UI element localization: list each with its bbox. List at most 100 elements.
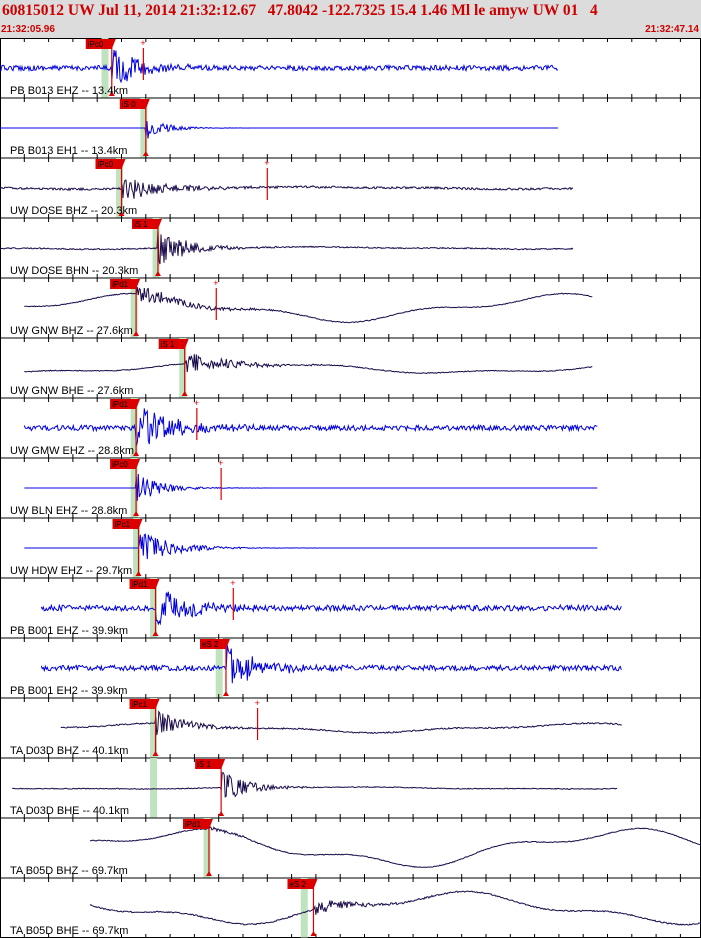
event-header: 60815012 UW Jul 11, 2014 21:32:12.67 47.… (0, 0, 701, 38)
channel-row[interactable]: iPd1 + UW GMW EHZ -- 28.8km (0, 398, 701, 459)
channel-row[interactable]: iPd1 + UW GNW BHZ -- 27.6km (0, 278, 701, 339)
waveform-trace (24, 473, 598, 501)
pick-foot-icon (205, 871, 212, 876)
pick-label: iS 1 (197, 760, 211, 769)
channel-label: TA B05D BHE -- 69.7km (10, 925, 128, 937)
pick-flag[interactable] (182, 819, 209, 829)
channel-row[interactable]: iPc0 + PB B013 EHZ -- 13.4km (0, 38, 701, 99)
amplitude-marker-label: + (140, 38, 145, 48)
pick-flag[interactable] (195, 759, 222, 769)
pick-foot-icon (133, 511, 140, 516)
channel-row[interactable]: iS 1 UW DOSE BHN -- 20.3km (0, 218, 701, 279)
amplitude-marker-label: + (218, 458, 223, 468)
pick-label: iPc1 (132, 700, 148, 709)
channel-row[interactable]: eS 2 TA B05D BHE -- 69.7km (0, 878, 701, 938)
channel-label: TA B05D BHZ -- 69.7km (10, 865, 128, 877)
channel-label: UW DOSE BHN -- 20.3km (10, 265, 138, 277)
channel-row[interactable]: iS 1 TA D03D BHE -- 40.1km (0, 758, 701, 819)
pick-flag[interactable] (158, 339, 185, 349)
pick-flag[interactable] (199, 639, 226, 649)
pick-foot-icon (135, 571, 142, 576)
pick-label: iS 1 (161, 340, 175, 349)
channel-row[interactable]: iPc1 + TA D03D BHZ -- 40.1km (0, 698, 701, 759)
pick-arrow (309, 879, 318, 889)
waveform-trace (0, 49, 559, 84)
pick-window-highlight (130, 278, 138, 338)
channel-label: UW BLN EHZ -- 28.8km (10, 505, 127, 517)
pick-label: iPd1 (132, 580, 149, 589)
pick-foot-icon (218, 811, 225, 816)
channel-row[interactable]: iS 0 PB B013 EH1 -- 13.4km (0, 98, 701, 159)
channel-label: PB B001 EHZ -- 39.9km (10, 625, 128, 637)
pick-window-highlight (150, 758, 158, 818)
pick-flag[interactable] (110, 459, 137, 469)
pick-foot-icon (108, 91, 115, 96)
pick-foot-icon (152, 751, 159, 756)
channel-label: UW GMW EHZ -- 28.8km (10, 445, 134, 457)
pick-foot-icon (118, 211, 125, 216)
pick-label: iPd1 (185, 820, 202, 829)
waveform-trace (0, 230, 574, 265)
pick-arrow (153, 219, 162, 229)
pick-arrow (151, 579, 160, 589)
waveform-trace (24, 287, 593, 324)
window-start-time: 21:32:05.96 (1, 24, 55, 35)
waveform-trace (0, 121, 558, 139)
pick-foot-icon (310, 931, 317, 936)
pick-flag[interactable] (129, 699, 156, 709)
waveform-trace (24, 354, 593, 375)
pick-flag[interactable] (95, 159, 122, 169)
pick-arrow (134, 519, 143, 529)
waveform-trace (60, 710, 622, 736)
pick-flag[interactable] (112, 519, 139, 529)
waveform-trace (12, 772, 618, 798)
seismogram-panel[interactable]: iPc0 + PB B013 EHZ -- 13.4km iS 0 PB B013 EH… (0, 38, 701, 938)
channel-row[interactable]: iPc0 + UW BLN EHZ -- 28.8km (0, 458, 701, 519)
pick-window-highlight (179, 338, 187, 398)
pick-arrow (217, 759, 226, 769)
waveform-trace (89, 826, 701, 868)
channel-label: UW HDW EHZ -- 29.7km (10, 565, 132, 577)
channel-row[interactable]: iPd1 + PB B001 EHZ -- 39.9km (0, 578, 701, 639)
pick-window-highlight (150, 698, 158, 758)
channel-row[interactable]: iPc0 + UW DOSE BHZ -- 20.3km (0, 158, 701, 219)
pick-window-highlight (300, 878, 308, 938)
pick-foot-icon (133, 331, 140, 336)
channel-label: UW GNW BHZ -- 27.6km (10, 325, 133, 337)
channel-row[interactable]: iS 1 UW GNW BHE -- 27.6km (0, 338, 701, 399)
pick-window-highlight (203, 818, 211, 878)
pick-arrow (132, 459, 141, 469)
pick-arrow (221, 639, 230, 649)
waveform-trace (0, 179, 574, 199)
pick-flag[interactable] (287, 879, 314, 889)
pick-window-highlight (150, 578, 158, 638)
pick-label: eS 2 (289, 880, 306, 889)
pick-label: iPc0 (112, 460, 128, 469)
pick-flag[interactable] (131, 219, 158, 229)
waveform-trace (40, 591, 622, 626)
pick-label: iS 0 (122, 100, 136, 109)
pick-flag[interactable] (129, 579, 156, 589)
pick-flag[interactable] (85, 39, 112, 49)
pick-arrow (132, 279, 141, 289)
event-title: 60815012 UW Jul 11, 2014 21:32:12.67 47.… (2, 2, 598, 19)
channel-label: PB B001 EH2 -- 39.9km (10, 685, 127, 697)
pick-flag[interactable] (110, 279, 137, 289)
waveform-trace (89, 890, 701, 926)
pick-label: iPc0 (98, 160, 114, 169)
channel-label: UW DOSE BHZ -- 20.3km (10, 205, 137, 217)
pick-label: iPc1 (115, 520, 131, 529)
channel-row[interactable]: iPc1 UW HDW EHZ -- 29.7km (0, 518, 701, 579)
pick-arrow (107, 39, 116, 49)
pick-label: eS 2 (202, 640, 219, 649)
channel-row[interactable]: iPd1 TA B05D BHZ -- 69.7km (0, 818, 701, 879)
amplitude-marker-label: + (264, 158, 269, 168)
pick-foot-icon (142, 151, 149, 156)
pick-flag[interactable] (119, 99, 146, 109)
pick-arrow (132, 399, 141, 409)
waveform-trace (23, 408, 598, 446)
pick-arrow (180, 339, 189, 349)
channel-row[interactable]: eS 2 PB B001 EH2 -- 39.9km (0, 638, 701, 699)
pick-foot-icon (222, 691, 229, 696)
pick-flag[interactable] (110, 399, 137, 409)
